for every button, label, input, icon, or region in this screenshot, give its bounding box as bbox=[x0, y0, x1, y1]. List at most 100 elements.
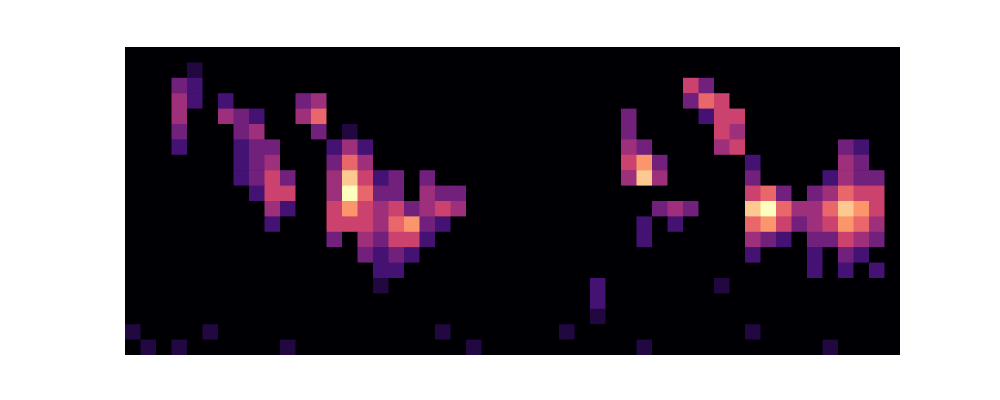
cell bbox=[668, 216, 684, 232]
cell bbox=[637, 62, 653, 78]
cell bbox=[838, 139, 854, 155]
cell bbox=[296, 124, 312, 140]
cell bbox=[621, 247, 637, 263]
cell bbox=[807, 139, 823, 155]
cell bbox=[621, 62, 637, 78]
cell bbox=[141, 263, 157, 279]
cell bbox=[249, 293, 265, 309]
cell bbox=[838, 155, 854, 171]
cell bbox=[296, 47, 312, 63]
cell bbox=[792, 263, 808, 279]
cell bbox=[606, 216, 622, 232]
cell bbox=[420, 293, 436, 309]
cell bbox=[776, 278, 792, 294]
cell bbox=[327, 109, 343, 125]
cell bbox=[327, 247, 343, 263]
cell bbox=[218, 170, 234, 186]
cell bbox=[652, 109, 668, 125]
cell bbox=[575, 340, 591, 355]
cell bbox=[172, 263, 188, 279]
cell bbox=[575, 293, 591, 309]
cell bbox=[203, 309, 219, 325]
cell bbox=[125, 170, 141, 186]
cell bbox=[373, 216, 389, 232]
cell bbox=[466, 186, 482, 202]
cell bbox=[683, 170, 699, 186]
cell bbox=[435, 139, 451, 155]
cell bbox=[280, 124, 296, 140]
cell bbox=[885, 293, 901, 309]
cell bbox=[156, 47, 172, 63]
cell bbox=[218, 263, 234, 279]
cell bbox=[482, 109, 498, 125]
cell bbox=[234, 340, 250, 355]
cell bbox=[683, 62, 699, 78]
cell bbox=[745, 109, 761, 125]
cell bbox=[590, 109, 606, 125]
cell bbox=[714, 186, 730, 202]
cell bbox=[389, 278, 405, 294]
cell bbox=[218, 278, 234, 294]
cell bbox=[451, 247, 467, 263]
cell bbox=[807, 247, 823, 263]
cell bbox=[730, 170, 746, 186]
cell bbox=[637, 109, 653, 125]
cell bbox=[652, 124, 668, 140]
cell bbox=[683, 263, 699, 279]
cell bbox=[528, 309, 544, 325]
cell bbox=[699, 155, 715, 171]
cell bbox=[792, 93, 808, 109]
cell bbox=[730, 155, 746, 171]
cell bbox=[203, 324, 219, 340]
cell bbox=[497, 93, 513, 109]
cell bbox=[156, 155, 172, 171]
cell bbox=[869, 263, 885, 279]
cell bbox=[311, 155, 327, 171]
cell bbox=[528, 232, 544, 248]
cell bbox=[745, 263, 761, 279]
cell bbox=[435, 124, 451, 140]
cell bbox=[761, 216, 777, 232]
cell bbox=[606, 78, 622, 94]
cell bbox=[606, 109, 622, 125]
cell bbox=[869, 216, 885, 232]
cell bbox=[125, 293, 141, 309]
cell bbox=[699, 293, 715, 309]
cell bbox=[218, 293, 234, 309]
cell bbox=[823, 109, 839, 125]
cell bbox=[714, 324, 730, 340]
cell bbox=[327, 62, 343, 78]
cell bbox=[621, 263, 637, 279]
cell bbox=[156, 78, 172, 94]
cell bbox=[699, 278, 715, 294]
cell bbox=[172, 62, 188, 78]
cell bbox=[575, 278, 591, 294]
cell bbox=[342, 247, 358, 263]
cell bbox=[420, 340, 436, 355]
cell bbox=[466, 247, 482, 263]
cell bbox=[435, 293, 451, 309]
cell bbox=[389, 170, 405, 186]
cell bbox=[575, 309, 591, 325]
cell bbox=[482, 124, 498, 140]
cell bbox=[621, 278, 637, 294]
cell bbox=[807, 263, 823, 279]
cell bbox=[745, 47, 761, 63]
cell bbox=[466, 263, 482, 279]
cell bbox=[606, 201, 622, 217]
cell bbox=[792, 278, 808, 294]
cell bbox=[389, 155, 405, 171]
cell bbox=[420, 47, 436, 63]
cell bbox=[389, 263, 405, 279]
cell bbox=[683, 78, 699, 94]
cell bbox=[342, 62, 358, 78]
cell bbox=[451, 62, 467, 78]
cell bbox=[854, 278, 870, 294]
cell bbox=[420, 263, 436, 279]
cell bbox=[761, 186, 777, 202]
cell bbox=[637, 278, 653, 294]
cell bbox=[683, 93, 699, 109]
cell bbox=[683, 309, 699, 325]
cell bbox=[838, 309, 854, 325]
cell bbox=[404, 109, 420, 125]
